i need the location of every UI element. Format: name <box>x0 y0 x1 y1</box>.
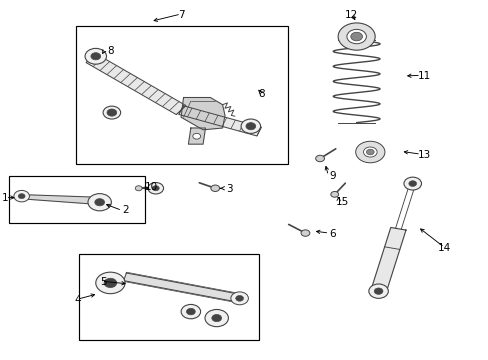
Circle shape <box>96 272 125 294</box>
Circle shape <box>152 186 159 191</box>
Polygon shape <box>188 128 205 144</box>
Circle shape <box>373 288 382 294</box>
Polygon shape <box>179 106 261 136</box>
Circle shape <box>355 141 384 163</box>
Circle shape <box>85 48 106 64</box>
Polygon shape <box>86 54 185 114</box>
Circle shape <box>210 185 219 192</box>
Circle shape <box>235 296 243 301</box>
Circle shape <box>88 194 111 211</box>
Circle shape <box>91 53 101 60</box>
Circle shape <box>241 119 260 134</box>
Circle shape <box>403 177 421 190</box>
Circle shape <box>95 199 104 206</box>
Polygon shape <box>123 273 241 302</box>
Text: 8: 8 <box>258 89 264 99</box>
Text: 7: 7 <box>178 10 184 20</box>
Text: 1: 1 <box>2 193 9 203</box>
Text: 2: 2 <box>122 206 129 216</box>
Circle shape <box>230 292 248 305</box>
Circle shape <box>148 183 163 194</box>
Text: 5: 5 <box>100 277 106 287</box>
Circle shape <box>104 278 117 288</box>
Circle shape <box>363 147 376 157</box>
Polygon shape <box>24 195 91 204</box>
Text: 3: 3 <box>226 184 233 194</box>
Circle shape <box>14 190 29 202</box>
Circle shape <box>368 284 387 298</box>
Circle shape <box>18 194 25 199</box>
Polygon shape <box>181 98 224 130</box>
Circle shape <box>192 134 200 139</box>
Text: 13: 13 <box>417 150 430 160</box>
Circle shape <box>408 181 416 186</box>
Text: 9: 9 <box>328 171 335 181</box>
Text: 8: 8 <box>107 46 114 56</box>
Bar <box>9 176 144 223</box>
Circle shape <box>204 310 228 327</box>
Bar <box>76 26 288 164</box>
Circle shape <box>337 23 374 50</box>
Circle shape <box>346 30 366 44</box>
Polygon shape <box>370 228 405 292</box>
Bar <box>79 253 259 339</box>
Text: 10: 10 <box>145 182 158 192</box>
Circle shape <box>350 32 362 41</box>
Text: 6: 6 <box>328 229 335 239</box>
Circle shape <box>211 315 221 321</box>
Circle shape <box>245 123 255 130</box>
Circle shape <box>181 305 200 319</box>
Circle shape <box>366 149 373 155</box>
Text: 15: 15 <box>335 197 348 207</box>
Text: 12: 12 <box>345 10 358 20</box>
Circle shape <box>103 106 121 119</box>
Circle shape <box>301 230 309 236</box>
Circle shape <box>186 309 195 315</box>
Text: 14: 14 <box>437 243 450 253</box>
Text: 11: 11 <box>417 71 430 81</box>
Text: 4: 4 <box>74 295 81 305</box>
Circle shape <box>135 186 142 191</box>
Circle shape <box>330 192 338 197</box>
Circle shape <box>315 155 324 162</box>
Circle shape <box>107 109 117 116</box>
